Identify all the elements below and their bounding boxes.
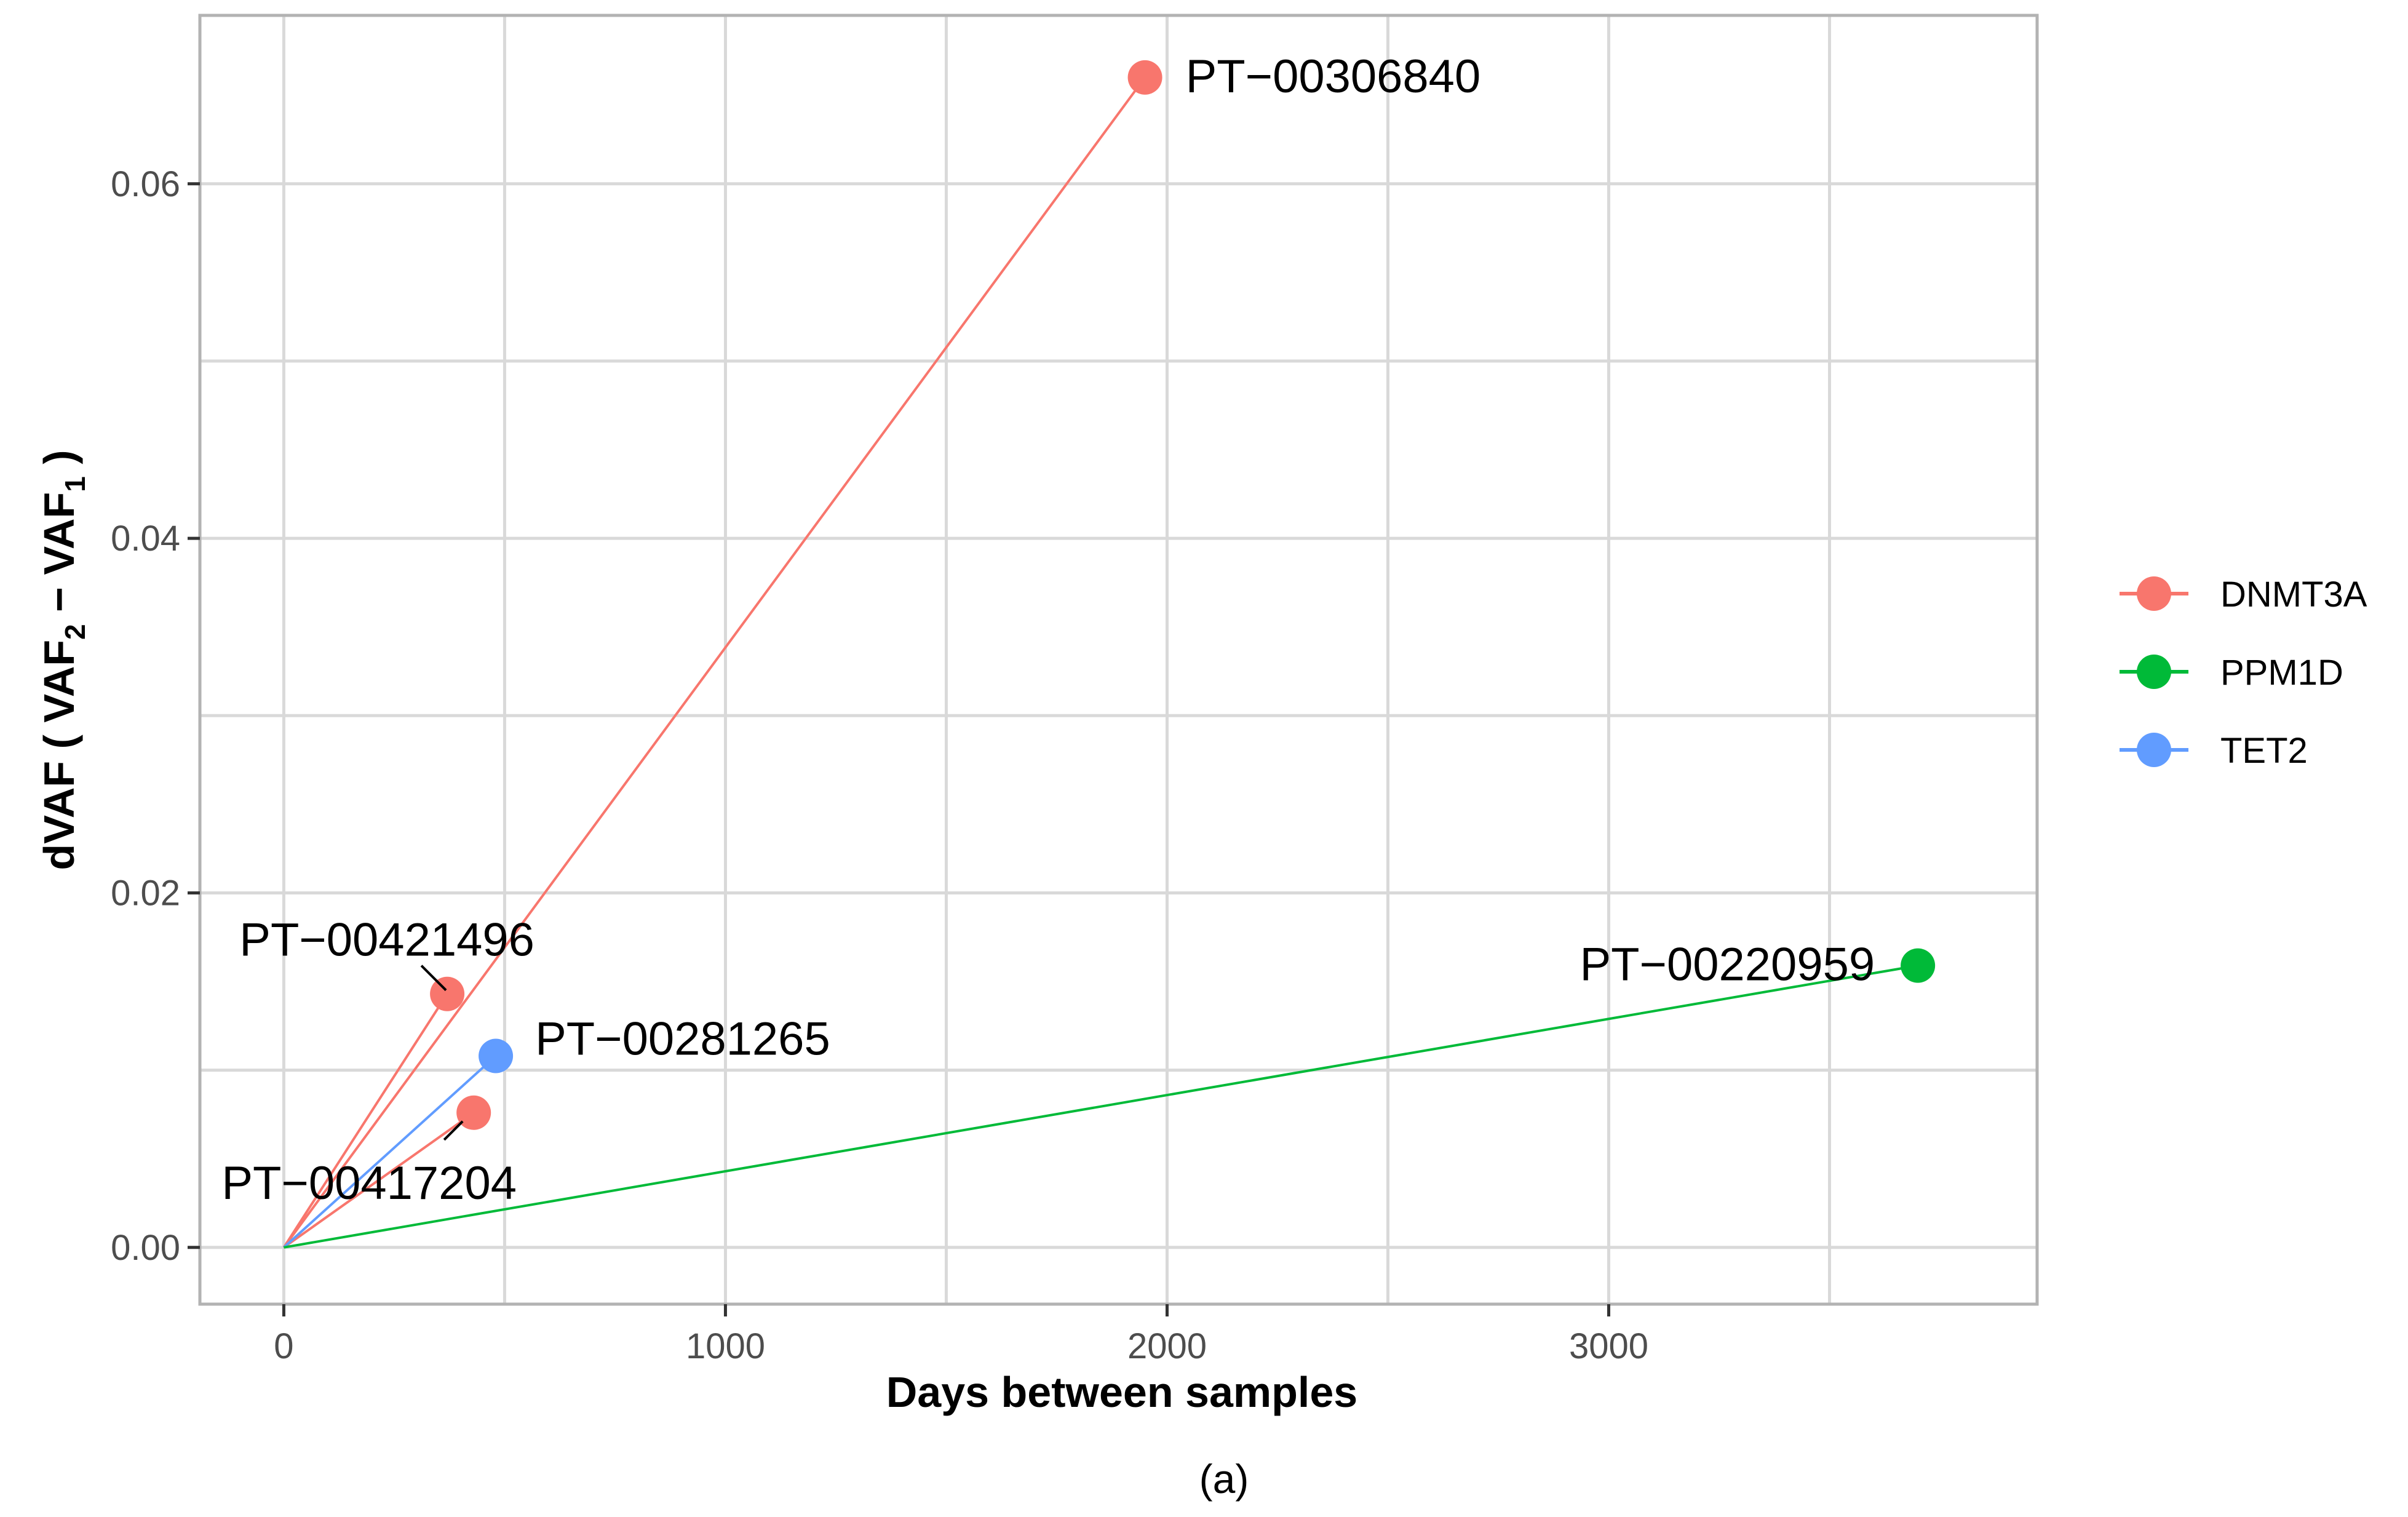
- y-tick-label: 0.04: [111, 519, 180, 559]
- y-axis-title-prefix: dVAF ( VAF: [35, 640, 83, 870]
- x-tick-label: 2000: [1127, 1326, 1207, 1366]
- point-label-layer: PT−00306840 PT−00421496 PT−00417204 PT−0028…: [221, 50, 1875, 1209]
- legend-label-tet2: TET2: [2220, 731, 2308, 771]
- y-axis-title: dVAF ( VAF2 − VAF1 ): [35, 450, 91, 870]
- y-tick-label: 0.02: [111, 873, 180, 913]
- point-pt-00220959: [1901, 948, 1936, 983]
- legend-key-point-ppm1d: [2137, 655, 2171, 689]
- point-pt-00306840: [1127, 60, 1162, 95]
- y-axis-ticks: 0.00 0.02 0.04 0.06: [111, 164, 200, 1268]
- y-axis-title-suffix: ): [35, 450, 83, 476]
- point-pt-00281265: [479, 1038, 514, 1073]
- figure-caption: (a): [1199, 1456, 1249, 1502]
- x-axis-title: Days between samples: [886, 1368, 1357, 1416]
- legend: DNMT3A PPM1D TET2: [2120, 575, 2367, 771]
- x-axis-ticks: 0 1000 2000 3000: [274, 1304, 1648, 1366]
- legend-key-point-tet2: [2137, 733, 2171, 767]
- segment-pt-00306840: [282, 76, 1146, 1248]
- segment-pt-00220959: [284, 964, 1918, 1249]
- y-tick-label: 0.06: [111, 164, 180, 204]
- plot-panel-border: [198, 14, 2039, 1306]
- legend-label-dnmt3a: DNMT3A: [2220, 575, 2367, 615]
- point-pt-00417204: [456, 1095, 491, 1130]
- y-axis-title-mid: − VAF: [35, 492, 83, 624]
- point-label-pt-00281265: PT−00281265: [535, 1013, 830, 1065]
- segment-layer: [282, 76, 1918, 1249]
- point-layer: [430, 60, 1936, 1130]
- segment-pt-00421496: [282, 993, 448, 1248]
- point-label-pt-00220959: PT−00220959: [1580, 939, 1875, 991]
- y-axis-title-sub1: 1: [59, 476, 91, 492]
- point-label-pt-00306840: PT−00306840: [1186, 50, 1481, 103]
- point-label-pt-00417204: PT−00417204: [221, 1157, 517, 1209]
- legend-label-ppm1d: PPM1D: [2220, 653, 2343, 693]
- point-label-pt-00421496: PT−00421496: [239, 914, 534, 966]
- segment-pt-00281265: [283, 1055, 497, 1249]
- point-pt-00421496: [430, 976, 465, 1011]
- x-tick-label: 0: [274, 1326, 293, 1366]
- leader-line-pt-00417204: [443, 1120, 464, 1141]
- y-tick-label: 0.00: [111, 1228, 180, 1268]
- segment-pt-00417204: [283, 1112, 475, 1249]
- y-axis-title-sub2: 2: [59, 624, 91, 640]
- x-tick-label: 3000: [1569, 1326, 1648, 1366]
- x-tick-label: 1000: [686, 1326, 765, 1366]
- leader-line-pt-00421496: [420, 965, 447, 992]
- legend-key-point-dnmt3a: [2137, 576, 2171, 611]
- grid-layer: [200, 15, 2037, 1304]
